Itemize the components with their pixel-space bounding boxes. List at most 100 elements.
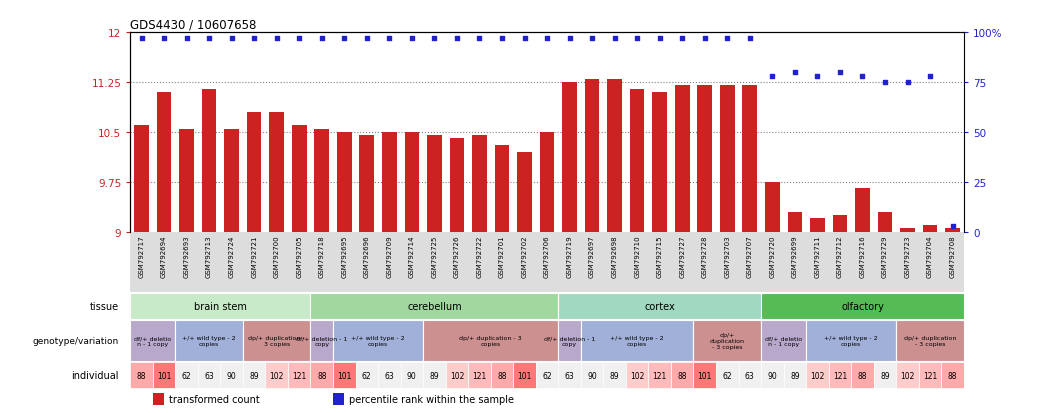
Bar (468, 363, 491, 389)
Text: GSM792706: GSM792706 (544, 235, 550, 278)
Bar (198, 363, 220, 389)
Point (606, 36, 623, 42)
Text: GSM792725: GSM792725 (431, 235, 438, 277)
Bar (130, 363, 153, 389)
Bar (788, 212, 802, 232)
Text: GSM792693: GSM792693 (183, 235, 190, 278)
Text: 62: 62 (181, 371, 192, 380)
Point (223, 36, 240, 42)
Text: GSM792717: GSM792717 (139, 235, 145, 278)
Text: genotype/variation: genotype/variation (32, 336, 119, 345)
Bar (559, 320, 580, 361)
Text: +/+ wild type - 2
copies: +/+ wild type - 2 copies (182, 335, 235, 346)
Bar (900, 229, 915, 232)
Text: GSM792722: GSM792722 (476, 235, 482, 277)
Point (246, 36, 263, 42)
Bar (514, 363, 536, 389)
Point (719, 36, 736, 42)
Point (584, 36, 600, 42)
Bar (559, 293, 761, 319)
Bar (156, 93, 171, 232)
Bar (648, 363, 671, 389)
Bar (603, 363, 626, 389)
Point (696, 36, 713, 42)
Bar (626, 363, 648, 389)
Point (291, 36, 307, 42)
Point (516, 36, 532, 42)
Point (358, 36, 375, 42)
Bar (877, 212, 892, 232)
Bar (807, 320, 896, 361)
Text: cortex: cortex (644, 301, 675, 311)
Text: 102: 102 (270, 371, 283, 380)
Point (742, 36, 759, 42)
Bar (874, 363, 896, 389)
Text: 88: 88 (317, 371, 326, 380)
Text: GSM792701: GSM792701 (499, 235, 505, 278)
Text: GSM792702: GSM792702 (521, 235, 527, 278)
Bar (270, 113, 284, 232)
Text: individual: individual (72, 370, 119, 380)
Text: GSM792721: GSM792721 (251, 235, 257, 278)
Text: GSM792710: GSM792710 (635, 235, 640, 278)
Bar (810, 219, 824, 232)
Text: 88: 88 (137, 371, 146, 380)
Point (133, 36, 150, 42)
Bar (311, 363, 333, 389)
Bar (629, 89, 645, 232)
Text: +/+ wild type - 2
copies: +/+ wild type - 2 copies (611, 335, 664, 346)
Text: 62: 62 (722, 371, 733, 380)
Point (178, 36, 195, 42)
Text: brain stem: brain stem (194, 301, 247, 311)
Text: GSM792729: GSM792729 (882, 235, 888, 278)
Bar (896, 320, 964, 361)
Bar (675, 86, 690, 232)
Point (944, 223, 961, 229)
Point (155, 36, 172, 42)
Bar (153, 363, 175, 389)
Text: 102: 102 (811, 371, 824, 380)
Text: olfactory: olfactory (841, 301, 884, 311)
Bar (175, 320, 243, 361)
Bar (761, 363, 784, 389)
Point (922, 74, 939, 80)
Text: GSM792699: GSM792699 (792, 235, 798, 278)
Bar (288, 363, 311, 389)
Bar (311, 320, 333, 361)
Text: GSM792695: GSM792695 (342, 235, 347, 278)
Text: 89: 89 (610, 371, 619, 380)
Text: GSM792723: GSM792723 (904, 235, 911, 278)
Text: GSM792704: GSM792704 (927, 235, 933, 278)
Text: 89: 89 (429, 371, 440, 380)
Text: GSM792715: GSM792715 (656, 235, 663, 278)
Bar (495, 146, 510, 232)
Point (449, 36, 466, 42)
Text: percentile rank within the sample: percentile rank within the sample (349, 394, 514, 404)
Point (628, 36, 645, 42)
Text: GSM792712: GSM792712 (837, 235, 843, 278)
Bar (540, 133, 554, 232)
Text: GSM792705: GSM792705 (296, 235, 302, 278)
Point (471, 36, 488, 42)
Point (854, 74, 871, 80)
Text: 101: 101 (517, 371, 531, 380)
Text: GSM792719: GSM792719 (567, 235, 573, 278)
Point (562, 36, 578, 42)
Text: GSM792718: GSM792718 (319, 235, 325, 278)
Bar (179, 129, 194, 232)
Bar (224, 129, 239, 232)
Text: GSM792700: GSM792700 (274, 235, 279, 278)
Text: GSM792724: GSM792724 (228, 235, 234, 277)
Text: dp/+ duplication
- 3 copies: dp/+ duplication - 3 copies (903, 335, 957, 346)
Text: GSM792711: GSM792711 (815, 235, 820, 278)
Text: 101: 101 (338, 371, 351, 380)
Text: df/+ deletion - 1
copy: df/+ deletion - 1 copy (544, 335, 595, 346)
Bar (761, 320, 807, 361)
Bar (175, 363, 198, 389)
Text: 90: 90 (768, 371, 777, 380)
Bar (311, 293, 559, 319)
Text: GSM792713: GSM792713 (206, 235, 213, 278)
Text: 89: 89 (880, 371, 890, 380)
Text: 121: 121 (292, 371, 306, 380)
Bar (580, 320, 694, 361)
